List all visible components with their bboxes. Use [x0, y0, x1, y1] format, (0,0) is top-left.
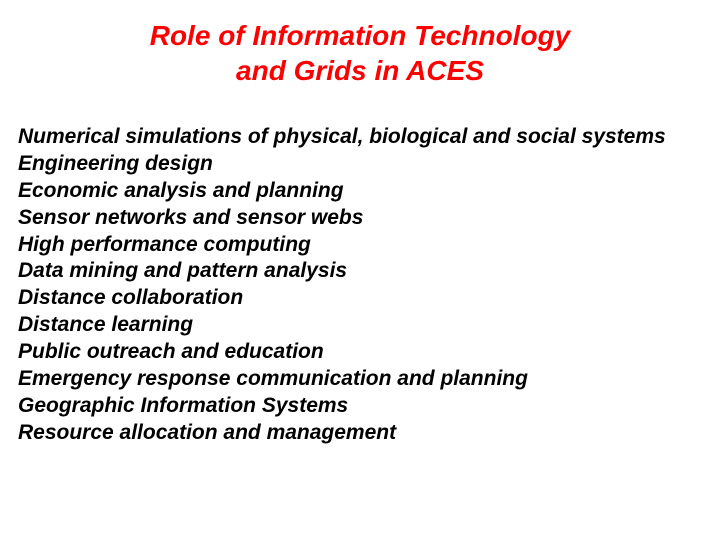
list-item: Economic analysis and planning — [18, 178, 702, 205]
list-item: Engineering design — [18, 151, 702, 178]
list-item: Numerical simulations of physical, biolo… — [18, 124, 702, 151]
list-item: Geographic Information Systems — [18, 393, 702, 420]
list-item: High performance computing — [18, 232, 702, 259]
list-item: Sensor networks and sensor webs — [18, 205, 702, 232]
bullet-list: Numerical simulations of physical, biolo… — [18, 124, 702, 447]
list-item: Distance learning — [18, 312, 702, 339]
list-item: Emergency response communication and pla… — [18, 366, 702, 393]
title-line-1: Role of Information Technology — [150, 20, 571, 51]
list-item: Distance collaboration — [18, 285, 702, 312]
slide-content: Role of Information Technology and Grids… — [0, 0, 720, 465]
title-line-2: and Grids in ACES — [236, 55, 484, 86]
slide-title: Role of Information Technology and Grids… — [18, 18, 702, 88]
list-item: Resource allocation and management — [18, 420, 702, 447]
list-item: Data mining and pattern analysis — [18, 258, 702, 285]
list-item: Public outreach and education — [18, 339, 702, 366]
